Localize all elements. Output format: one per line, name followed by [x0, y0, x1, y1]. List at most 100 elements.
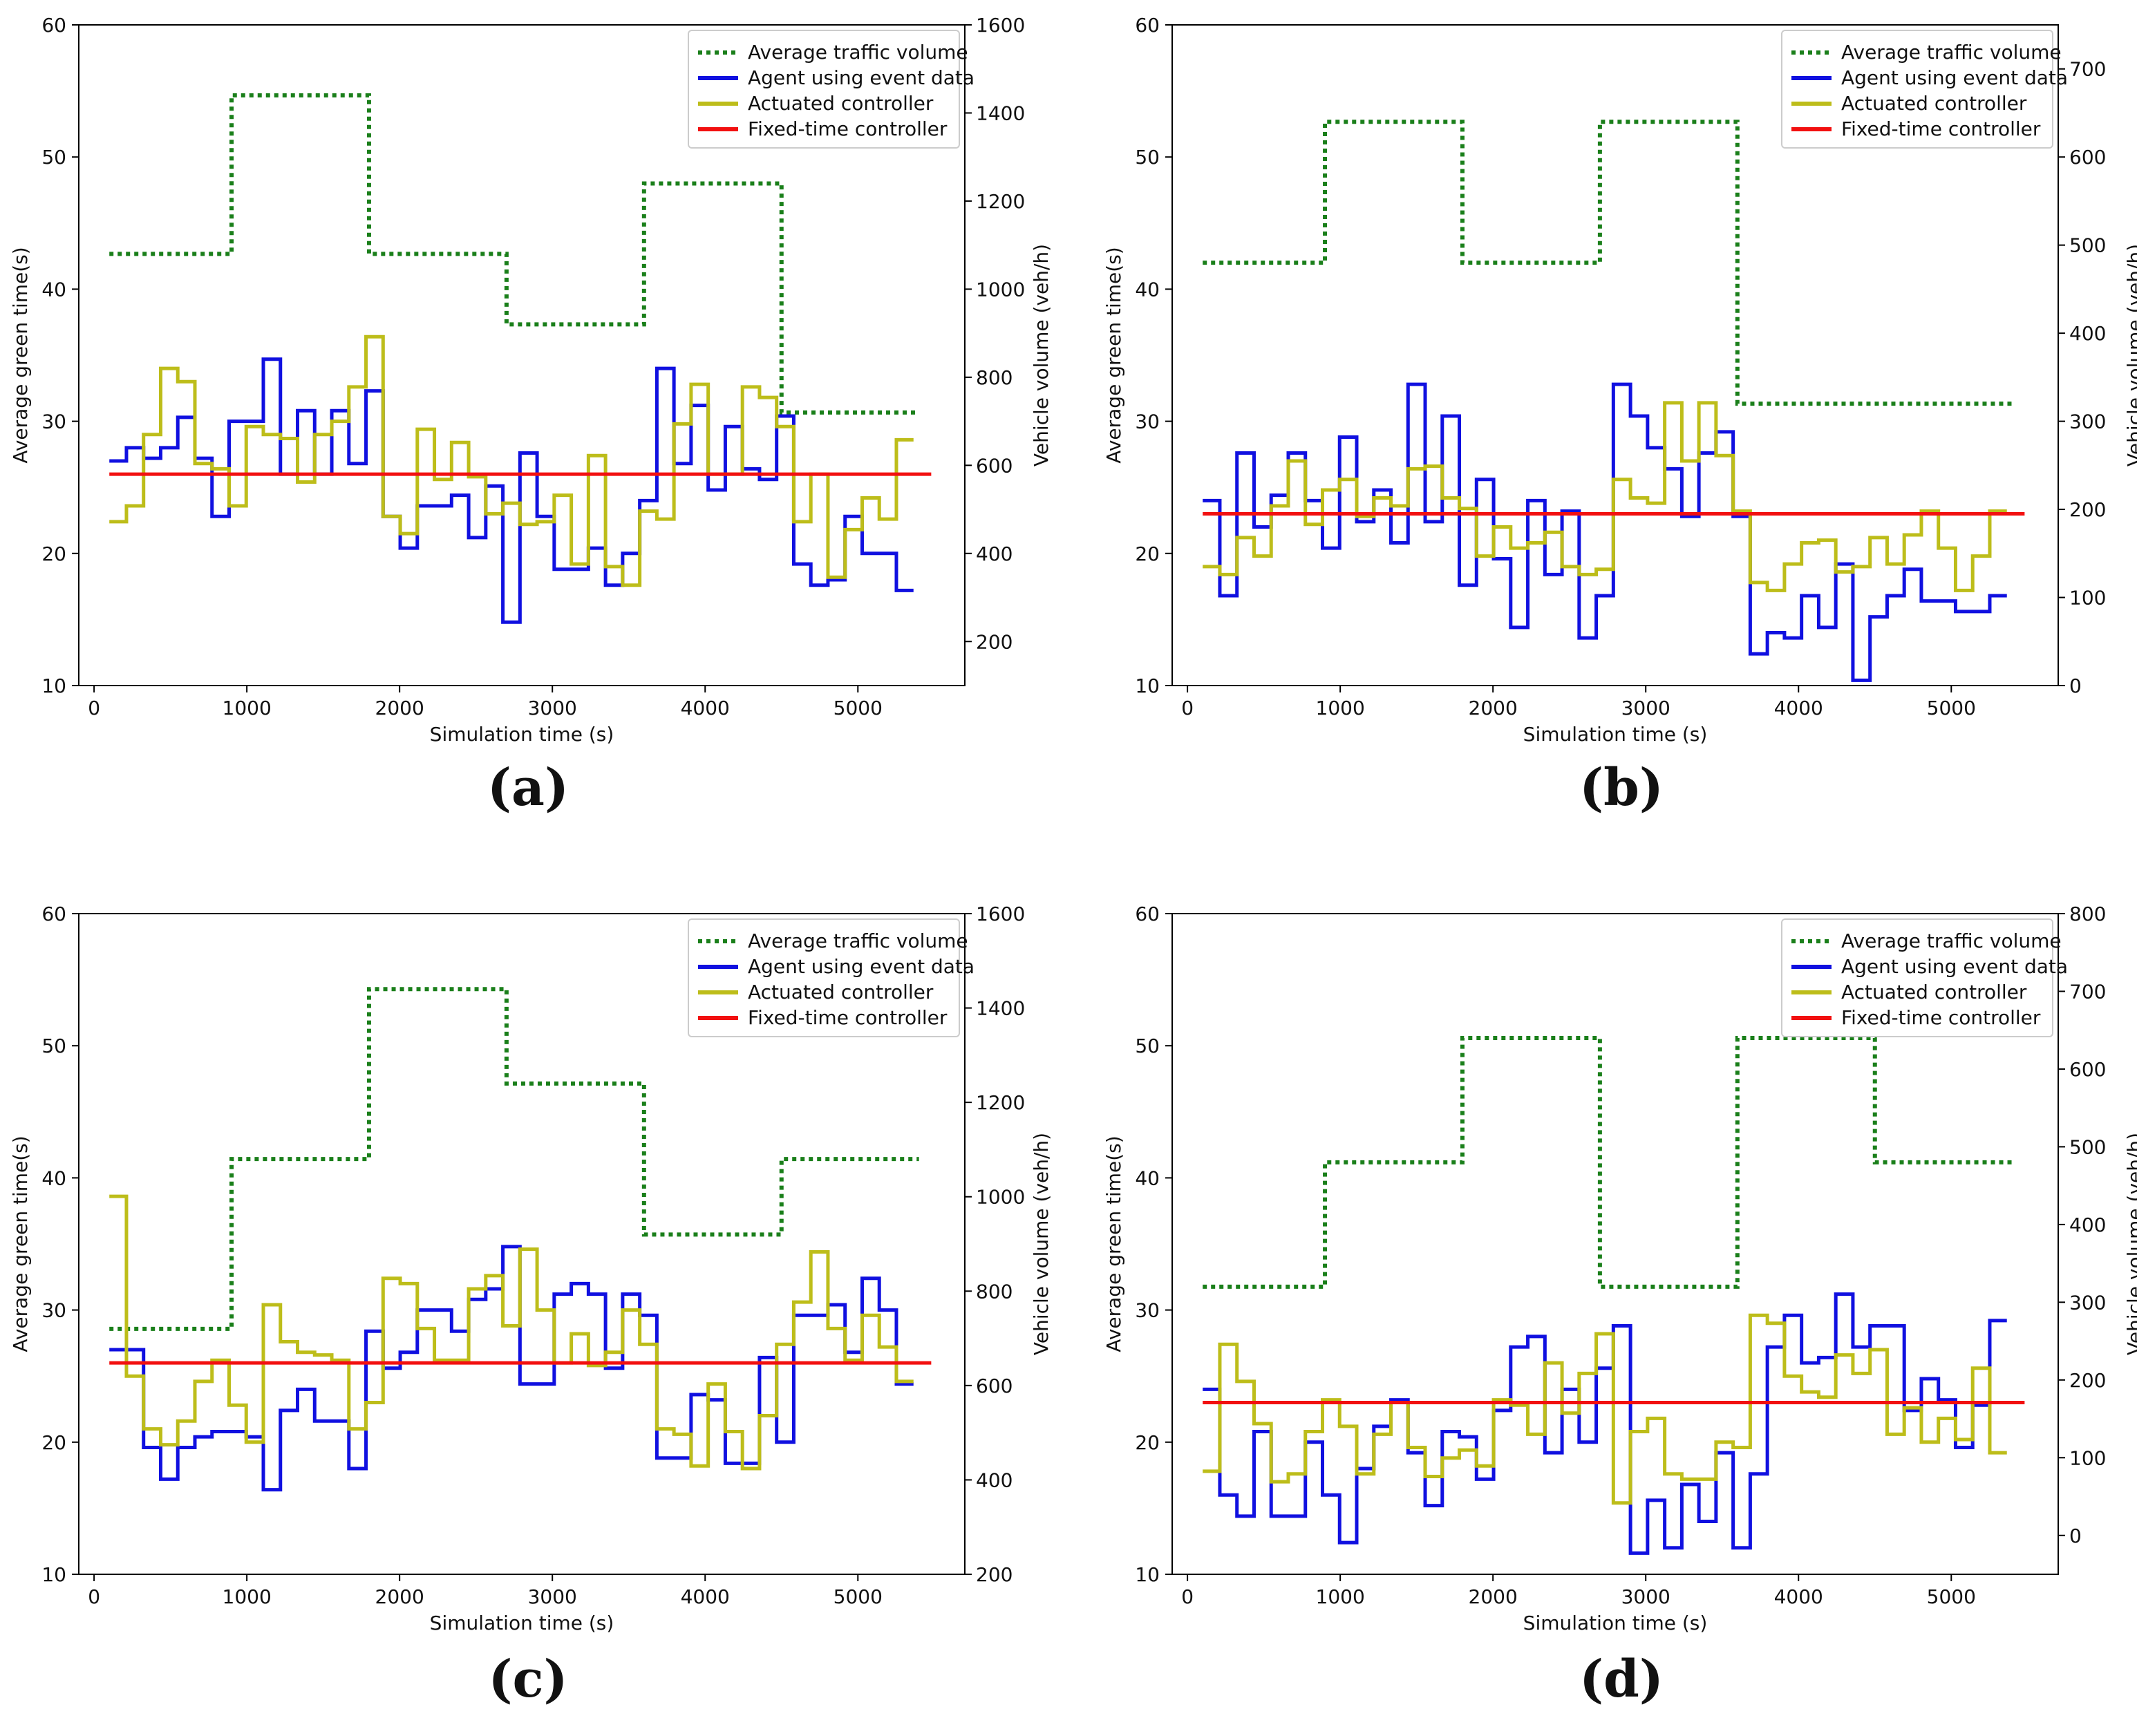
- y2-tick-label: 600: [2069, 1058, 2106, 1081]
- legend-item-actuated-label: Actuated controller: [748, 981, 934, 1003]
- y2-axis-title: Vehicle volume (veh/h): [2123, 244, 2137, 466]
- chart-panel-a: 0 1000 2000 3000 4000 5000 10 20 30 40 50 60 200 400 6…: [9, 14, 1053, 818]
- y-tick-label: 40: [1135, 278, 1160, 301]
- y2-tick-label: 1600: [976, 14, 1025, 37]
- chart-panel-c: 0 1000 2000 3000 4000 5000 10 20 30 40 50 60 200 400 6…: [9, 903, 1053, 1709]
- y2-tick-label: 500: [2069, 1135, 2106, 1158]
- x-tick-label: 4000: [1774, 697, 1823, 719]
- y-tick-label: 10: [1135, 1563, 1160, 1586]
- y2-tick-label: 300: [2069, 411, 2106, 433]
- actuated-series-line: [109, 1194, 914, 1471]
- actuated-series-line: [1203, 401, 2007, 592]
- volume-series-line: [1203, 120, 2013, 406]
- legend-box: [688, 918, 960, 1037]
- chart-panel-b: 0 1000 2000 3000 4000 50001020304050600100200…: [1102, 14, 2137, 818]
- x-tick-label: 3000: [1621, 697, 1670, 719]
- y-tick-label: 60: [1135, 14, 1160, 37]
- y2-tick-label: 200: [976, 630, 1013, 653]
- x-tick-label: 3000: [528, 1585, 577, 1608]
- y-axis-title: Average green time(s): [1102, 247, 1125, 463]
- y2-tick-label: 200: [976, 1563, 1013, 1586]
- x-tick-label: 2000: [1469, 697, 1518, 719]
- legend-item-actuated-label: Actuated controller: [1841, 92, 2027, 115]
- y2-axis-title: Vehicle volume (veh/h): [1030, 1133, 1053, 1355]
- actuated-series-line: [1203, 1313, 2007, 1505]
- legend-item-volume-label: Average traffic volume: [748, 41, 968, 64]
- legend-item-agent-label: Agent using event data: [1841, 955, 2068, 978]
- y-tick-label: 40: [41, 278, 66, 301]
- x-tick-label: 4000: [681, 697, 730, 719]
- x-tick-label: 5000: [1927, 1585, 1976, 1608]
- legend-item-fixed-time-label: Fixed-time controller: [748, 117, 948, 140]
- x-axis-title: Simulation time (s): [430, 1612, 614, 1634]
- x-tick-label: 3000: [1621, 1585, 1670, 1608]
- y2-tick-label: 400: [976, 542, 1013, 565]
- legend-box: [1781, 918, 2053, 1037]
- x-tick-label: 2000: [375, 697, 424, 719]
- x-tick-label: 0: [88, 697, 100, 719]
- actuated-series-line: [109, 334, 914, 587]
- y-tick-label: 20: [1135, 1431, 1160, 1454]
- x-axis-title: Simulation time (s): [1523, 1612, 1708, 1634]
- y2-tick-label: 800: [976, 1280, 1013, 1303]
- x-tick-label: 4000: [1774, 1585, 1823, 1608]
- legend-item-agent-label: Agent using event data: [748, 955, 975, 978]
- volume-series-line: [109, 987, 919, 1331]
- volume-series-line: [1203, 1035, 2013, 1289]
- x-axis-title: Simulation time (s): [430, 723, 614, 746]
- y-tick-label: 30: [41, 411, 66, 433]
- legend-item-volume-label: Average traffic volume: [748, 930, 968, 952]
- legend-item-fixed-time-label: Fixed-time controller: [748, 1006, 948, 1029]
- y2-tick-label: 1200: [976, 190, 1025, 213]
- y-tick-label: 50: [41, 146, 66, 169]
- y-tick-label: 10: [41, 674, 66, 697]
- y2-tick-label: 700: [2069, 980, 2106, 1003]
- y-tick-label: 50: [1135, 146, 1160, 169]
- agent-series-line: [109, 357, 914, 624]
- volume-series-line: [109, 93, 919, 415]
- y-tick-label: 40: [41, 1167, 66, 1189]
- y2-tick-label: 400: [976, 1469, 1013, 1491]
- y2-axis-title: Vehicle volume (veh/h): [1030, 244, 1053, 466]
- plot-frame: [78, 913, 966, 1575]
- y2-tick-label: 100: [2069, 587, 2106, 610]
- agent-series-line: [1203, 382, 2007, 682]
- x-tick-label: 2000: [1469, 1585, 1518, 1608]
- x-tick-label: 3000: [528, 697, 577, 719]
- panel-caption: (c): [488, 1650, 567, 1709]
- legend-item-agent-label: Agent using event data: [748, 66, 975, 89]
- y-tick-label: 10: [1135, 674, 1160, 697]
- panel-caption: (d): [1579, 1650, 1664, 1709]
- y2-tick-label: 1400: [976, 997, 1025, 1020]
- x-tick-label: 5000: [834, 697, 883, 719]
- y-tick-label: 50: [41, 1035, 66, 1057]
- y-tick-label: 60: [41, 14, 66, 37]
- y-tick-label: 20: [41, 1431, 66, 1454]
- y-tick-label: 50: [1135, 1035, 1160, 1057]
- y2-tick-label: 500: [2069, 234, 2106, 257]
- y2-tick-label: 1000: [976, 278, 1025, 301]
- y2-tick-label: 300: [2069, 1291, 2106, 1314]
- legend-item-fixed-time-label: Fixed-time controller: [1841, 1006, 2041, 1029]
- legend-box: [688, 30, 960, 149]
- x-tick-label: 0: [1181, 1585, 1194, 1608]
- y2-tick-label: 800: [976, 366, 1013, 389]
- plot-frame: [1171, 913, 2059, 1575]
- x-tick-label: 0: [88, 1585, 100, 1608]
- y2-tick-label: 400: [2069, 322, 2106, 345]
- x-tick-label: 5000: [834, 1585, 883, 1608]
- legend: Average traffic volume Agent using event …: [688, 918, 975, 1037]
- y-tick-label: 10: [41, 1563, 66, 1586]
- y2-tick-label: 200: [2069, 498, 2106, 521]
- y2-tick-label: 600: [976, 454, 1013, 477]
- y2-tick-label: 1000: [976, 1186, 1025, 1209]
- legend-item-fixed-time-label: Fixed-time controller: [1841, 117, 2041, 140]
- y-tick-label: 60: [1135, 903, 1160, 925]
- y-tick-label: 20: [1135, 542, 1160, 565]
- y-tick-label: 30: [1135, 411, 1160, 433]
- x-tick-label: 1000: [1316, 697, 1365, 719]
